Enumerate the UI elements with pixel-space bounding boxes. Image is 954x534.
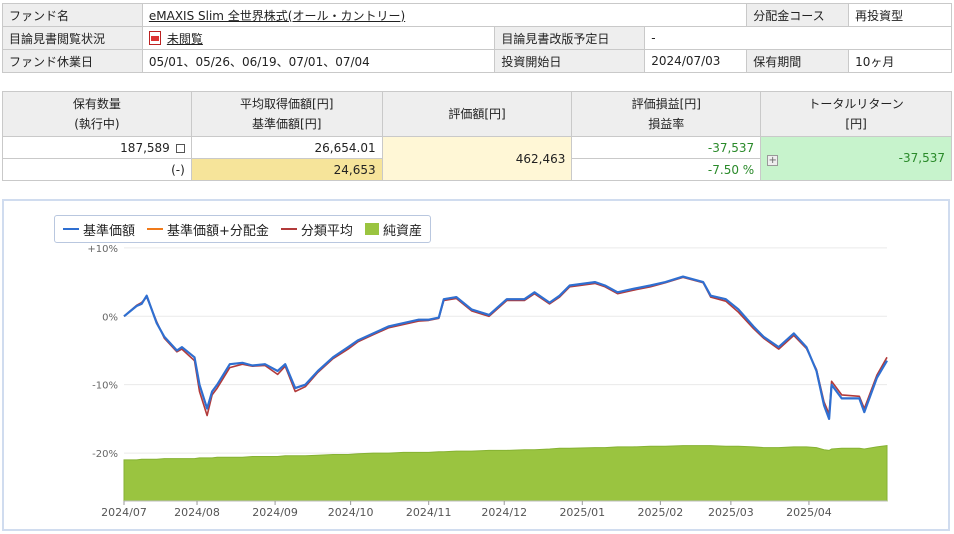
total-return-cell: + -37,537	[760, 136, 952, 181]
fund-info-table: ファンド名 eMAXIS Slim 全世界株式(オール・カントリー) 分配金コー…	[2, 3, 952, 73]
y-tick-label: -20%	[92, 449, 118, 460]
chart-legend: 基準価額 基準価額+分配金 分類平均 純資産	[54, 215, 431, 243]
start-date-label: 投資開始日	[494, 49, 646, 73]
x-tick-label: 2024/12	[481, 506, 527, 519]
distribution-course-value: 再投資型	[848, 3, 952, 27]
pdf-icon[interactable]	[148, 30, 161, 45]
prospectus-link[interactable]: 未閲覧	[166, 31, 203, 46]
prospectus-status-label: 目論見書閲覧状況	[2, 26, 143, 50]
legend-item-category-avg[interactable]: 分類平均	[280, 220, 353, 239]
x-tick-label: 2025/01	[559, 506, 605, 519]
distribution-course-label: 分配金コース	[746, 3, 850, 27]
total-return-header: トータルリターン [円]	[760, 91, 952, 137]
value-value: 462,463	[381, 136, 573, 181]
x-tick-label: 2024/08	[174, 506, 220, 519]
pl-header: 評価損益[円] 損益率	[571, 91, 762, 137]
prospectus-revision-value: -	[644, 26, 952, 50]
x-tick-label: 2024/07	[101, 506, 147, 519]
avg-price-value: 26,654.01	[190, 136, 383, 159]
holdings-table: 保有数量 (執行中) 平均取得価額[円] 基準価額[円] 評価額[円] 評価損益[円…	[2, 91, 952, 181]
avg-price-header: 平均取得価額[円] 基準価額[円]	[190, 91, 383, 137]
x-tick-label: 2024/11	[406, 506, 452, 519]
nav-value: 24,653	[190, 158, 383, 181]
prospectus-revision-label: 目論見書改版予定日	[494, 26, 646, 50]
y-tick-label: +10%	[87, 244, 118, 255]
fund-name-link[interactable]: eMAXIS Slim 全世界株式(オール・カントリー)	[148, 8, 406, 23]
qty-pending: (-)	[2, 158, 192, 181]
y-tick-label: -10%	[92, 381, 118, 392]
series-line-0	[123, 275, 888, 420]
legend-item-net-assets[interactable]: 純資産	[364, 220, 422, 239]
legend-item-nav-div[interactable]: 基準価額+分配金	[147, 220, 269, 239]
holidays-value: 05/01、05/26、06/19、07/01、07/04	[141, 49, 496, 73]
x-tick-label: 2025/04	[786, 506, 832, 519]
series-net-assets-area	[123, 445, 888, 502]
series-line-1	[123, 275, 888, 420]
holidays-label: ファンド休業日	[2, 49, 143, 73]
x-tick-label: 2025/03	[708, 506, 754, 519]
expand-plus-icon[interactable]: +	[767, 155, 779, 166]
start-date-value: 2024/07/03	[644, 49, 748, 73]
pl-value: -37,537	[571, 136, 762, 159]
x-tick-label: 2024/10	[328, 506, 374, 519]
series-line-2	[123, 276, 888, 417]
y-tick-label: 0%	[102, 312, 118, 323]
qty-header: 保有数量 (執行中)	[2, 91, 192, 137]
chart-svg: +10% 0% -10% -20% 2024/07 2024/08 2024/09 2024/…	[87, 244, 888, 519]
value-header: 評価額[円]	[381, 91, 573, 137]
total-return-value: -37,537	[898, 151, 945, 165]
legend-item-nav[interactable]: 基準価額	[63, 220, 135, 239]
qty-value: 187,589	[2, 136, 192, 159]
pl-rate-value: -7.50 %	[571, 158, 762, 181]
checkbox-icon[interactable]	[175, 143, 185, 153]
holding-period-value: 10ヶ月	[848, 49, 952, 73]
fund-name-label: ファンド名	[2, 3, 143, 27]
holding-period-label: 保有期間	[746, 49, 850, 73]
performance-chart: +10% 0% -10% -20% 2024/07 2024/08 2024/09 2024/…	[2, 199, 950, 531]
x-tick-label: 2025/02	[638, 506, 684, 519]
x-tick-label: 2024/09	[252, 506, 298, 519]
